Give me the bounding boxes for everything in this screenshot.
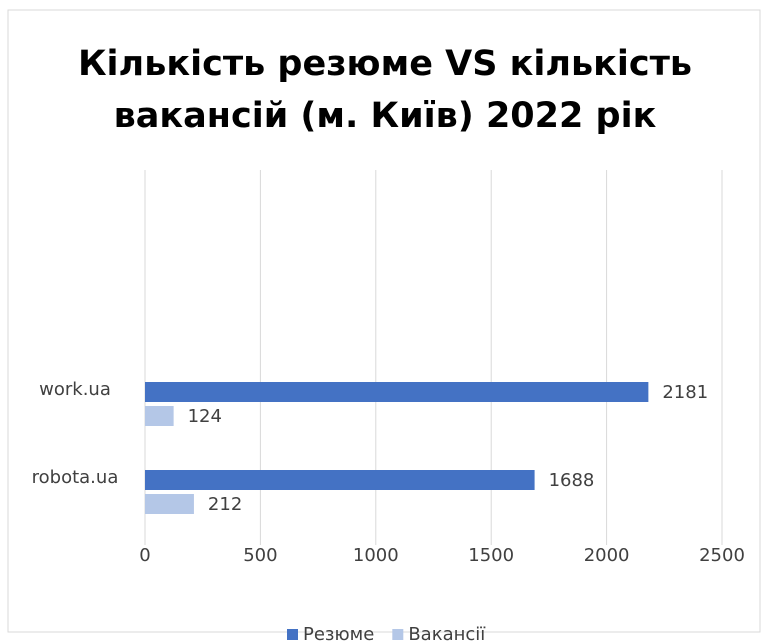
chart-border: [7, 9, 761, 633]
data-label: 2181: [662, 382, 708, 403]
x-tick-label: 500: [243, 545, 277, 566]
legend-label: Вакансії: [408, 624, 486, 643]
x-tick-label: 1500: [468, 545, 514, 566]
legend-swatch: [392, 629, 404, 640]
x-tick-label: 2500: [699, 545, 745, 566]
y-tick-label: robota.ua: [32, 467, 119, 488]
bar: [145, 494, 194, 514]
data-label: 212: [208, 494, 242, 515]
legend-label: Резюме: [303, 624, 374, 643]
legend-swatch: [287, 629, 298, 640]
bar: [145, 382, 649, 402]
x-tick-label: 0: [139, 545, 150, 566]
bar: [145, 470, 535, 490]
x-tick-label: 1000: [353, 545, 399, 566]
y-tick-label: work.ua: [39, 379, 111, 400]
bar: [145, 406, 174, 426]
data-label: 124: [188, 406, 222, 427]
x-tick-label: 2000: [584, 545, 630, 566]
chart-title: Кількість резюме VS кількість вакансій (…: [77, 44, 693, 136]
data-label: 1688: [549, 470, 595, 491]
